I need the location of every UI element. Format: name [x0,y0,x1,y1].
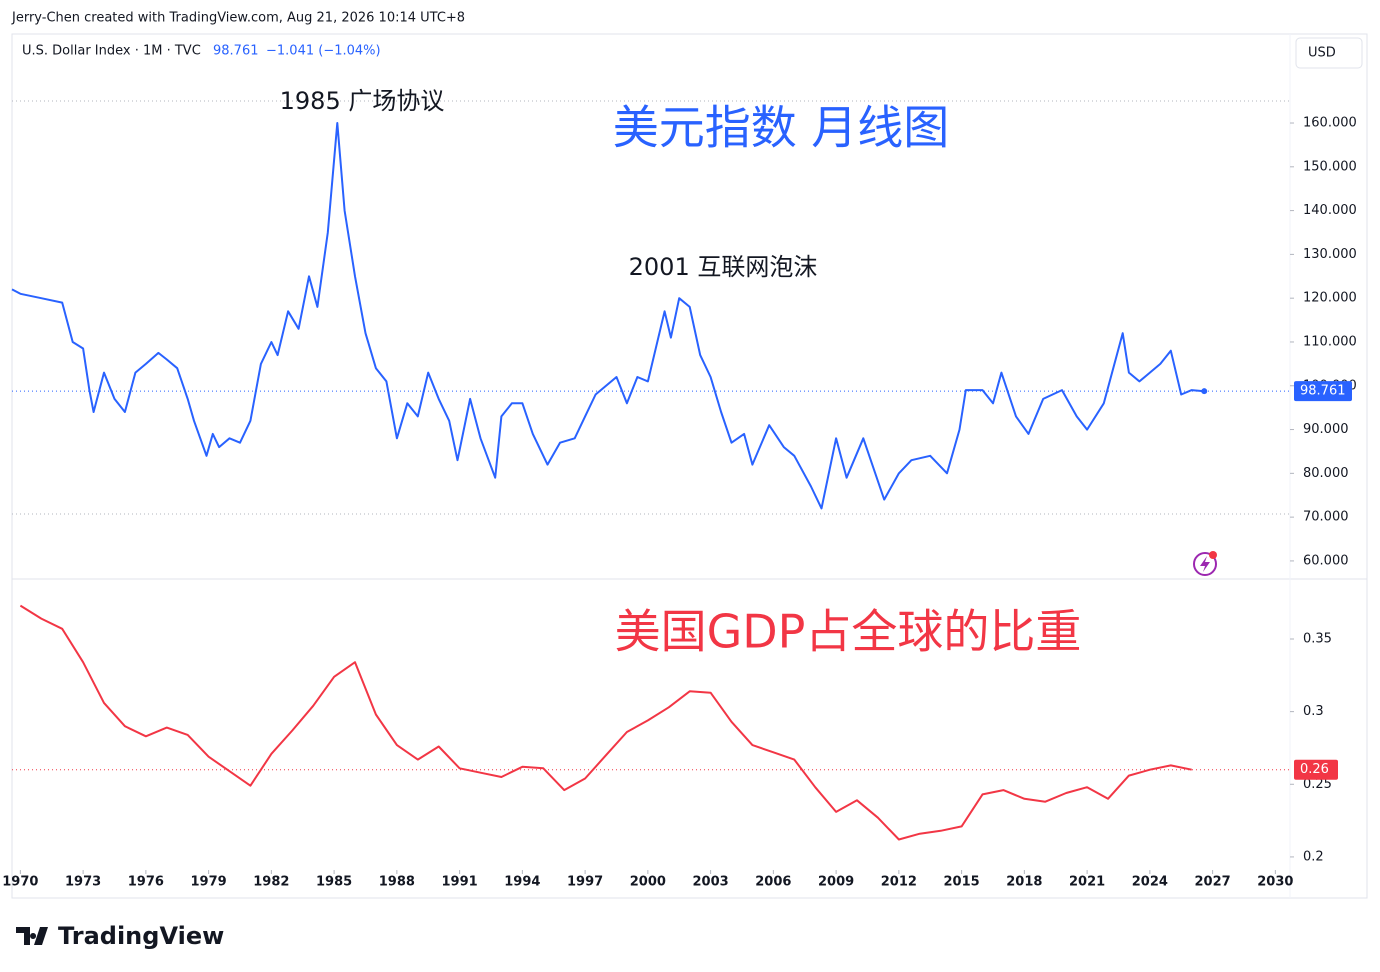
flash-icon[interactable] [1193,551,1217,576]
x-tick-label: 2012 [881,875,917,890]
x-tick-label: 1982 [253,875,289,890]
annotation: 2001 互联网泡沫 [629,253,818,281]
y-tick-label: 60.000 [1303,553,1349,568]
x-tick-label: 1979 [191,875,227,890]
y-tick-label: 0.3 [1303,704,1324,719]
x-tick-label: 2027 [1195,875,1231,890]
last-point [1201,388,1208,395]
y-tick-label: 140.000 [1303,203,1357,218]
x-tick-label: 1985 [316,875,352,890]
x-tick-label: 2009 [818,875,854,890]
price-change: −1.041 (−1.04%) [266,44,381,59]
y-tick-label: 70.000 [1303,510,1349,525]
y-tick-label: 160.000 [1303,116,1357,131]
currency-box[interactable] [1295,37,1363,69]
x-tick-label: 1976 [128,875,164,890]
x-tick-label: 1988 [379,875,415,890]
last-value-label: 98.761 [1300,384,1346,399]
y-tick-label: 120.000 [1303,291,1357,306]
logo[interactable]: TradingView [16,922,224,950]
chart-title: 美元指数 月线图 [613,101,950,155]
x-tick-label: 1991 [442,875,478,890]
last-value-tag [1294,759,1338,780]
x-tick-label: 2021 [1069,875,1105,890]
last-price: 98.761 [213,44,259,59]
x-tick-label: 2018 [1006,875,1042,890]
x-tick-label: 2024 [1132,875,1168,890]
y-tick-label: 0.25 [1303,777,1332,792]
x-tick-label: 1970 [2,875,38,890]
pane-title: 美国GDP占全球的比重 [615,605,1082,659]
series-line [11,122,1205,510]
y-tick-label: 90.000 [1303,422,1349,437]
credit: Jerry-Chen created with TradingView.com,… [11,11,465,26]
x-tick-label: 2000 [630,875,666,890]
y-tick-label: 130.000 [1303,247,1357,262]
y-tick-label: 0.35 [1303,631,1332,646]
x-tick-label: 1994 [504,875,540,890]
y-tick-label: 110.000 [1303,334,1357,349]
x-tick-label: 2015 [944,875,980,890]
last-value-tag [1294,381,1352,402]
series-line [19,604,1192,841]
y-tick-label: 80.000 [1303,466,1349,481]
x-tick-label: 2030 [1257,875,1293,890]
brand[interactable]: TradingView [58,922,224,950]
x-tick-label: 2003 [693,875,729,890]
symbol: U.S. Dollar Index · 1M · TVC [22,44,201,59]
x-tick-label: 1997 [567,875,603,890]
annotation: 1985 广场协议 [280,87,445,115]
currency[interactable]: USD [1308,46,1336,61]
x-tick-label: 1973 [65,875,101,890]
y-tick-label: 0.2 [1303,849,1324,864]
last-value-label: 0.26 [1300,762,1329,777]
frame [11,33,1368,899]
x-tick-label: 2006 [755,875,791,890]
y-tick-label: 150.000 [1303,159,1357,174]
